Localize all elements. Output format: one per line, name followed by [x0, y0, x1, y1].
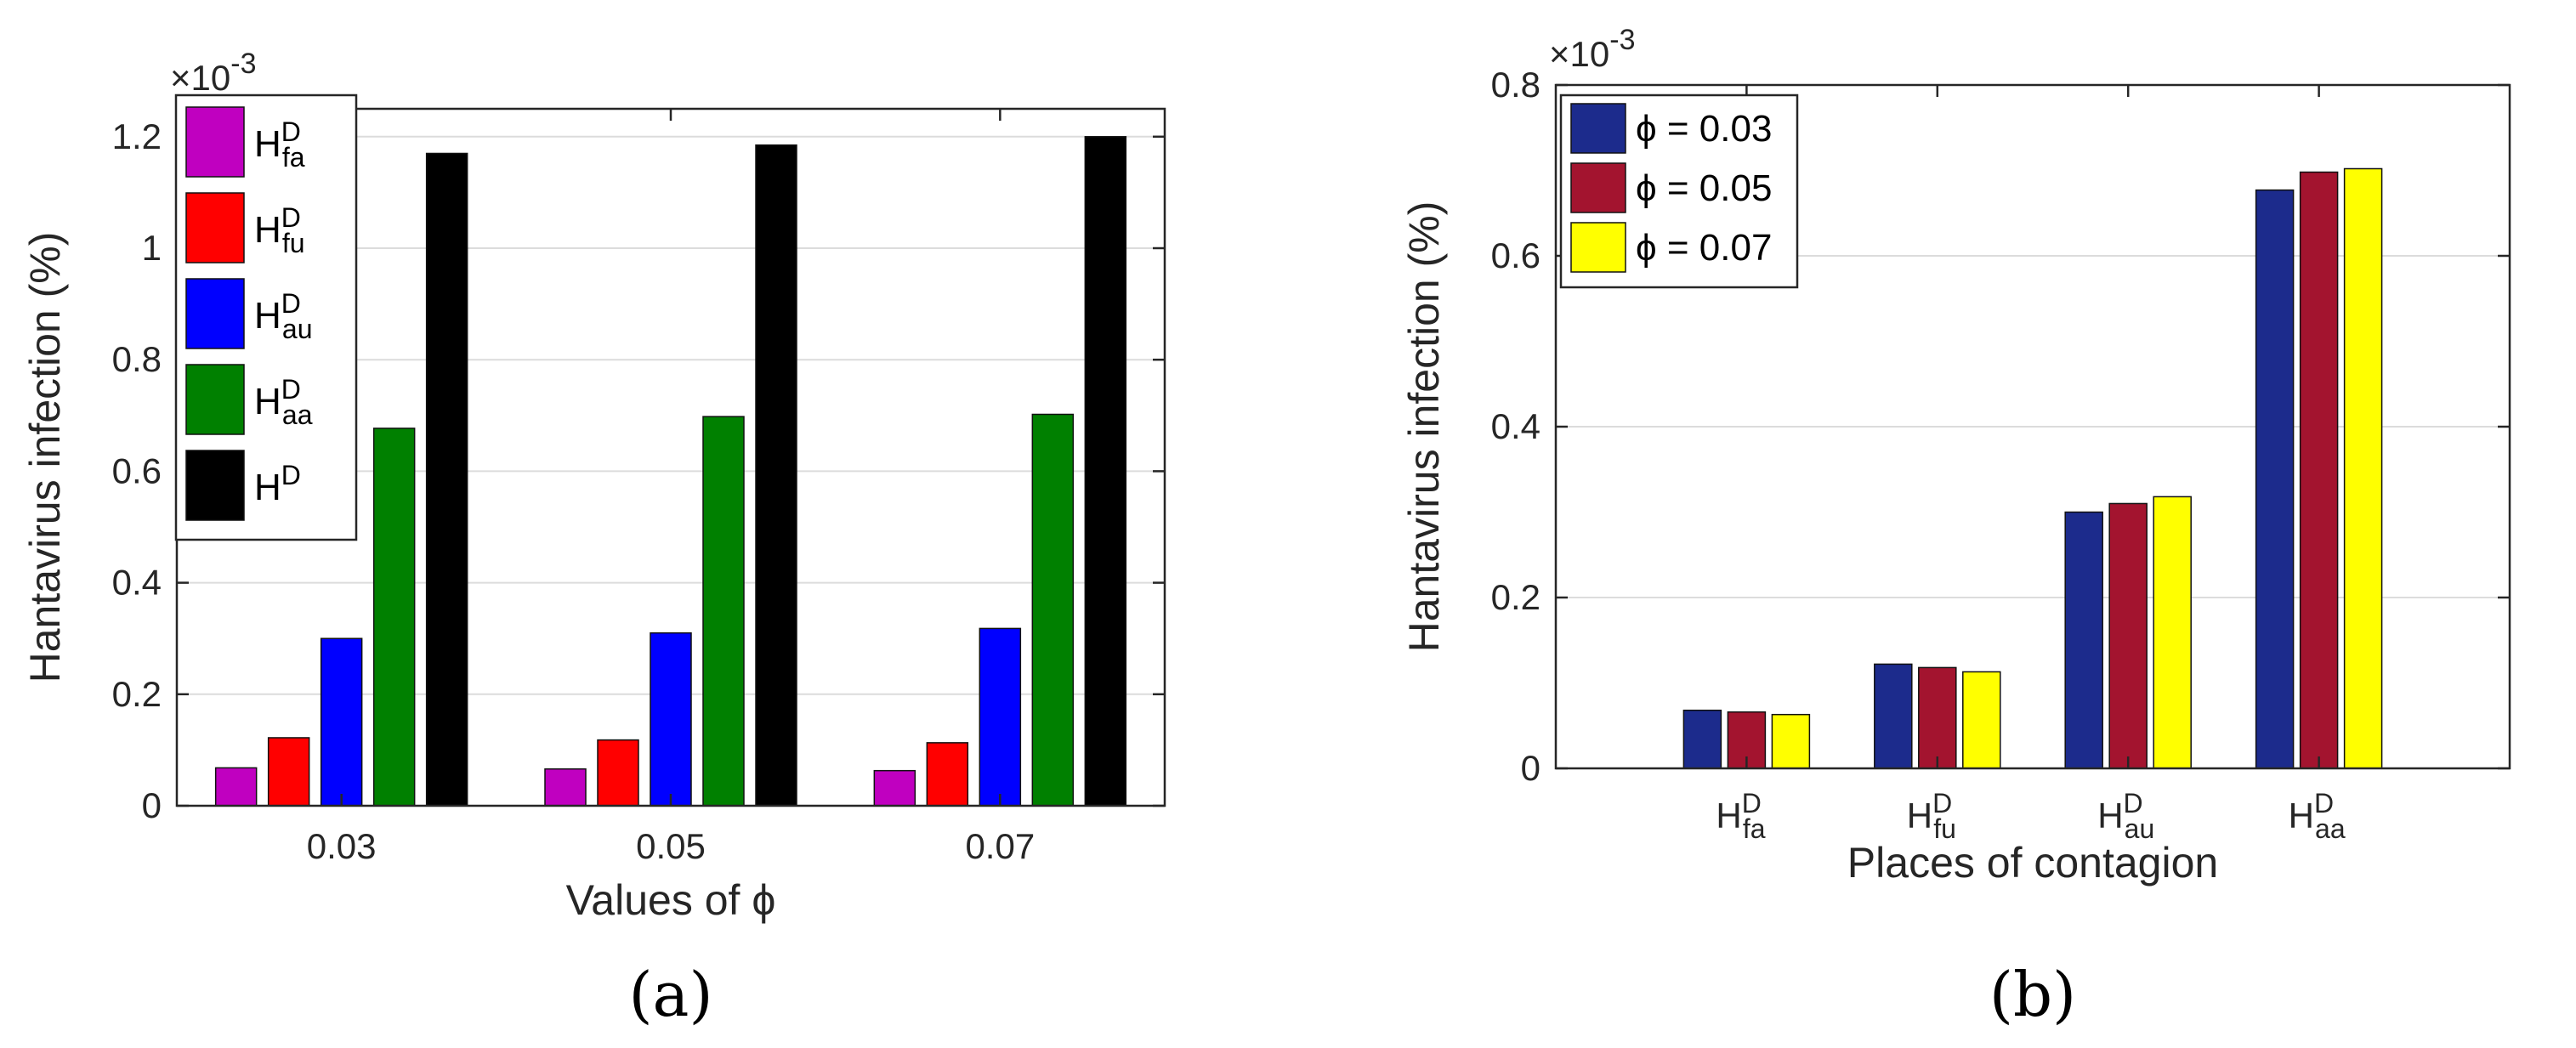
y-tick-label: 0.4	[1491, 406, 1540, 446]
y-tick-label: 0.6	[112, 450, 162, 490]
bar	[320, 637, 363, 807]
y-tick-label: 0.6	[1491, 235, 1540, 275]
x-tick-label: HD aa	[2289, 788, 2346, 844]
bar	[267, 737, 310, 807]
y-axis-label: Hantavirus infection (%)	[21, 232, 69, 683]
y-tick-label: 0.4	[112, 563, 162, 603]
y-tick-label: 1	[142, 228, 162, 268]
bar	[1918, 666, 1957, 769]
panel-label: (a)	[628, 959, 712, 1030]
legend-swatch	[1570, 222, 1626, 273]
legend-label: ϕ = 0.05	[1636, 167, 1772, 209]
x-tick-label: HD fu	[1907, 788, 1956, 844]
bar	[2343, 167, 2383, 769]
x-axis-label: Places of contagion	[1847, 839, 2218, 887]
bar	[1682, 709, 1722, 769]
bar	[2153, 496, 2192, 769]
chart-b: 0 0.2 0.4 0.6 0.8 HD fa HD fu HD au HD aa ×10-3 Places…	[1400, 24, 2511, 1030]
legend: ϕ = 0.03 ϕ = 0.05 ϕ = 0.07	[1559, 93, 1799, 289]
legend-swatch	[185, 278, 245, 349]
bar	[755, 144, 797, 807]
bar	[873, 769, 916, 807]
bar	[2064, 511, 2103, 769]
legend-label: ϕ = 0.07	[1636, 227, 1772, 269]
y-tick-label: 0.8	[112, 339, 162, 379]
legend-label: HD fu	[254, 202, 305, 258]
plot-frame	[1554, 83, 2511, 770]
legend-swatch	[1570, 103, 1626, 154]
y-tick-label: 0	[142, 785, 162, 825]
bar	[1084, 136, 1127, 807]
legend-label: HD au	[254, 288, 312, 344]
y-tick-label: 0	[1521, 748, 1540, 788]
bar	[1031, 413, 1075, 807]
y-tick-label: 1.2	[112, 116, 162, 156]
legend-label: HD aa	[254, 374, 313, 430]
y-tick-label: 0.8	[1491, 65, 1540, 105]
bar	[979, 627, 1022, 807]
bar	[1771, 713, 1811, 769]
x-tick-label: 0.05	[636, 826, 706, 866]
y-tick-label: 0.2	[1491, 577, 1540, 617]
x-tick-label: 0.03	[307, 826, 377, 866]
panel-label: (b)	[1989, 959, 2076, 1030]
chart-a: 0 0.2 0.4 0.6 0.8 1 1.2 0.03 0.05 0.07 ×10-3 Values…	[21, 48, 1166, 1030]
legend-swatch	[185, 192, 245, 263]
legend-swatch	[185, 450, 245, 521]
x-tick-label: 0.07	[965, 826, 1035, 866]
bar	[650, 632, 692, 807]
bar	[2108, 502, 2148, 769]
bar	[214, 767, 258, 807]
x-tick-label: HD fa	[1716, 788, 1765, 844]
y-axis-label: Hantavirus infection (%)	[1400, 201, 1448, 653]
bar	[597, 739, 639, 807]
legend-swatch	[185, 106, 245, 178]
bar	[926, 742, 969, 807]
exponent-label: ×10-3	[170, 48, 256, 98]
legend: HD fa HD fu HD au HD aa HD	[174, 93, 358, 541]
exponent-label: ×10-3	[1549, 24, 1635, 74]
bar	[544, 768, 587, 807]
bar	[702, 416, 745, 807]
bar	[372, 428, 416, 807]
legend-label: ϕ = 0.03	[1636, 108, 1772, 150]
y-tick-label: 0.2	[112, 674, 162, 714]
x-tick-label: HD au	[2097, 788, 2154, 844]
legend-swatch	[185, 364, 245, 435]
bar	[1874, 663, 1913, 769]
x-axis-label: Values of ϕ	[566, 876, 776, 924]
legend-label: HD fa	[254, 116, 305, 173]
legend-swatch	[1570, 162, 1626, 213]
bar	[425, 152, 468, 807]
bar	[1962, 671, 2001, 769]
legend-label: HD	[254, 460, 301, 508]
bar	[2299, 171, 2339, 769]
bar	[2255, 189, 2295, 769]
